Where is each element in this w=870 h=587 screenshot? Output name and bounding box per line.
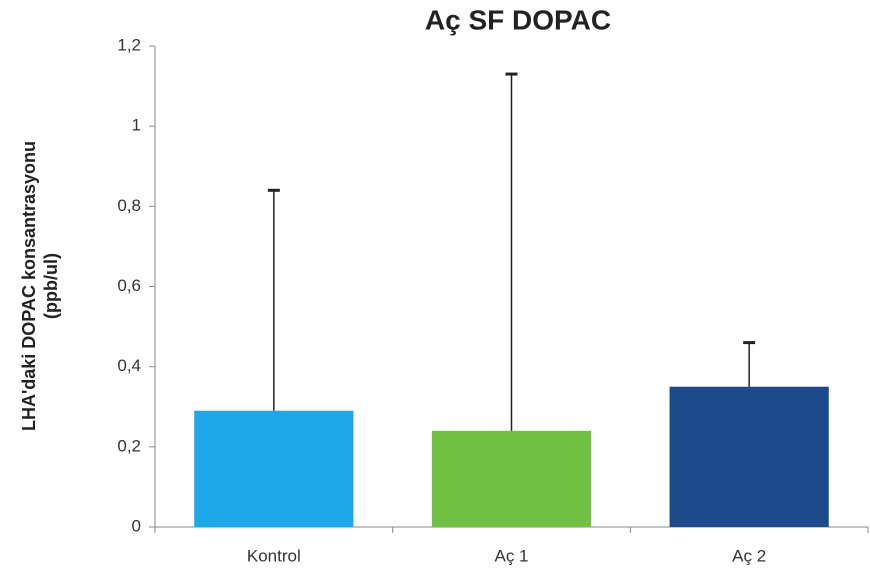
bar — [431, 430, 592, 527]
bar — [194, 410, 354, 527]
error-bar — [505, 72, 518, 431]
y-axis-title: LHA'daki DOPAC konsantrasyonu (ppb/ul) — [19, 141, 61, 431]
y-tick-label: 0,2 — [117, 436, 141, 455]
y-tick-label: 0,6 — [117, 276, 141, 295]
chart-title: Aç SF DOPAC — [425, 4, 611, 35]
y-axis-title-line: LHA'daki DOPAC konsantrasyonu — [19, 141, 39, 431]
y-axis-title-line: (ppb/ul) — [41, 253, 61, 319]
y-tick-label: 0,8 — [117, 196, 141, 215]
x-tick-label: Aç 1 — [494, 546, 528, 565]
bar — [669, 386, 829, 527]
x-tick-label: Aç 2 — [732, 546, 766, 565]
error-bar — [743, 341, 756, 387]
y-tick-label: 1 — [132, 116, 141, 135]
x-tick-label: Kontrol — [247, 546, 301, 565]
y-tick-label: 0,4 — [117, 356, 141, 375]
y-tick-label: 0 — [132, 516, 141, 535]
error-bar — [267, 188, 280, 411]
y-tick-label: 1,2 — [117, 35, 141, 54]
